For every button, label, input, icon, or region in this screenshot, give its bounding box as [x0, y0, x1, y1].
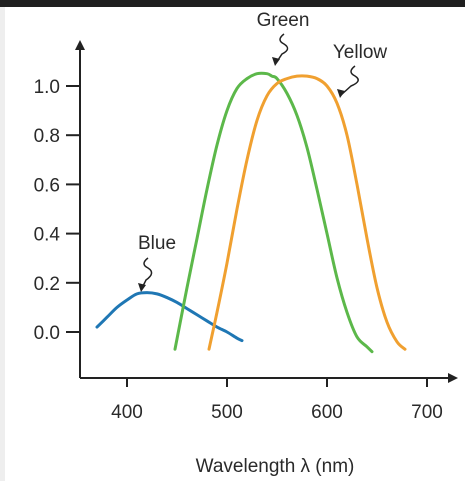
- series-label-blue: Blue: [138, 233, 176, 254]
- leader-squiggle-green: [275, 33, 289, 64]
- x-axis-title: Wavelength λ (nm): [196, 456, 355, 477]
- y-tick-label: 0.6: [34, 175, 60, 196]
- x-tick-label: 500: [211, 402, 243, 423]
- top-dark-bar: [0, 0, 465, 7]
- series-line-yellow: [207, 74, 407, 351]
- x-tick-label: 600: [311, 402, 343, 423]
- y-tick-label: 1.0: [34, 77, 60, 98]
- series-line-green: [173, 71, 374, 354]
- y-axis-ticks: 0.0 0.2 0.4 0.6 0.8 1.0: [34, 77, 80, 344]
- y-tick-label: 0.4: [34, 225, 61, 246]
- leader-squiggle-blue: [141, 257, 153, 289]
- y-tick-label: 0.8: [34, 126, 60, 147]
- y-axis-arrow: [75, 40, 85, 50]
- y-tick-label: 0.2: [34, 274, 60, 295]
- x-axis-arrow: [448, 373, 458, 383]
- series-label-green: Green: [257, 10, 310, 31]
- series-label-yellow: Yellow: [333, 42, 388, 63]
- leader-arrowhead-green: [272, 57, 280, 66]
- leader-arrowhead-yellow: [337, 89, 345, 98]
- left-edge-strip: [0, 7, 5, 481]
- x-tick-label: 400: [111, 402, 143, 423]
- leader-arrowhead-blue: [138, 283, 146, 292]
- x-axis-ticks: 400 500 600 700: [111, 378, 443, 423]
- x-tick-label: 700: [411, 402, 443, 423]
- axes: [75, 40, 458, 383]
- y-tick-label: 0.0: [34, 323, 60, 344]
- leader-squiggle-yellow: [340, 65, 359, 96]
- series-line-blue: [95, 291, 244, 343]
- series-lines: [95, 71, 407, 354]
- series-labels: Blue Green Yellow: [138, 10, 387, 292]
